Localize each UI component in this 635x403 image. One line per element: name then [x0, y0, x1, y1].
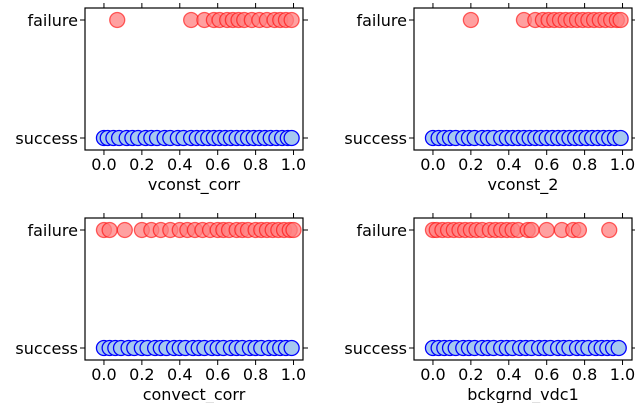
y-tick-label: failure — [27, 221, 78, 240]
failure-point — [283, 11, 300, 29]
x-tick-label: 0.6 — [205, 155, 230, 174]
x-tick-label: 0.2 — [458, 155, 483, 174]
x-tick-label: 1.0 — [610, 155, 635, 174]
x-axis-label: convect_corr — [143, 385, 246, 403]
failure-point — [116, 221, 133, 239]
x-tick-label: 0.6 — [205, 365, 230, 384]
failure-point — [109, 11, 126, 29]
x-tick-label: 0.4 — [496, 365, 521, 384]
x-axis-label: vconst_corr — [148, 175, 241, 195]
y-tick-label: failure — [356, 11, 407, 30]
x-axis-label: bckgrnd_vdc1 — [467, 385, 579, 403]
y-tick-label: success — [15, 339, 78, 358]
x-tick-label: 0.2 — [129, 155, 154, 174]
x-axis-label: vconst_2 — [488, 175, 559, 195]
x-tick-label: 0.8 — [572, 155, 597, 174]
subplot-4: 0.0 0.2 0.4 0.6 0.8 1.0 success failure bckgrnd_… — [344, 213, 635, 403]
x-tick-label: 0.0 — [91, 155, 116, 174]
failure-point — [462, 11, 480, 29]
x-tick-label: 1.0 — [610, 365, 635, 384]
x-tick-label: 0.6 — [534, 155, 559, 174]
failure-point — [101, 221, 118, 239]
x-tick-label: 0.0 — [91, 365, 116, 384]
x-tick-label: 1.0 — [281, 155, 306, 174]
x-tick-label: 0.4 — [167, 365, 192, 384]
y-tick-label: success — [344, 129, 407, 148]
plot-frame — [84, 7, 304, 151]
failure-point — [538, 221, 555, 239]
subplot-2: 0.0 0.2 0.4 0.6 0.8 1.0 success failure vconst_2 — [344, 3, 635, 195]
x-tick-label: 0.4 — [496, 155, 521, 174]
success-point — [612, 129, 629, 147]
x-tick-label: 0.8 — [243, 155, 268, 174]
subplot-1: 0.0 0.2 0.4 0.6 0.8 1.0 success failure vconst_c… — [15, 3, 308, 195]
failure-point — [601, 221, 618, 239]
x-tick-label: 0.4 — [167, 155, 192, 174]
failure-point — [285, 221, 302, 239]
plot-frame — [413, 7, 633, 151]
y-tick-label: success — [15, 129, 78, 148]
x-tick-label: 0.2 — [458, 365, 483, 384]
x-tick-label: 1.0 — [281, 365, 306, 384]
failure-point — [612, 11, 629, 29]
success-point — [283, 339, 300, 357]
plot-frame — [413, 217, 633, 361]
y-tick-label: success — [344, 339, 407, 358]
x-tick-label: 0.8 — [572, 365, 597, 384]
x-tick-label: 0.6 — [534, 365, 559, 384]
x-tick-label: 0.2 — [129, 365, 154, 384]
y-tick-label: failure — [27, 11, 78, 30]
x-tick-label: 0.0 — [420, 155, 445, 174]
success-point — [283, 129, 300, 147]
subplot-3: 0.0 0.2 0.4 0.6 0.8 1.0 success failure convect_… — [15, 213, 308, 403]
failure-point — [570, 221, 588, 239]
plot-frame — [84, 217, 304, 361]
failure-point — [523, 221, 540, 239]
y-tick-label: failure — [356, 221, 407, 240]
success-point — [610, 339, 627, 357]
x-tick-label: 0.8 — [243, 365, 268, 384]
x-tick-label: 0.0 — [420, 365, 445, 384]
